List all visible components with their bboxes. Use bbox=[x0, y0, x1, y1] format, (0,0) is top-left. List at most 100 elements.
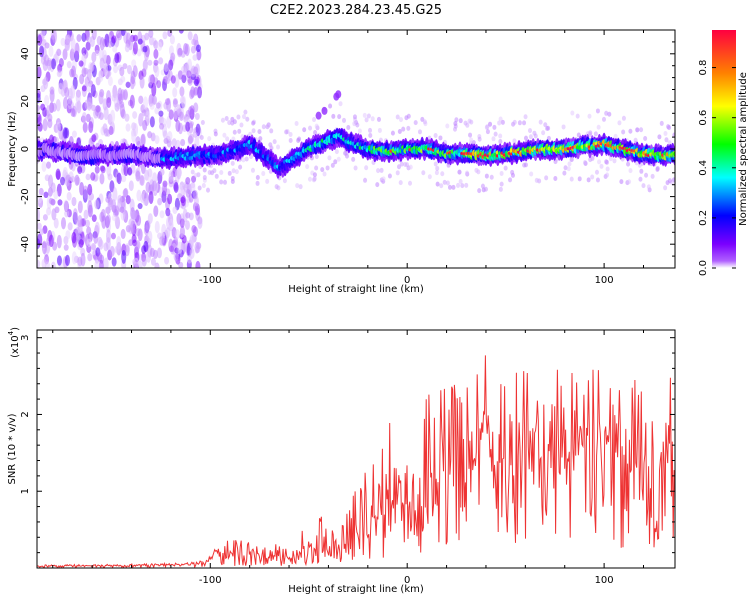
heatmap-cell bbox=[257, 129, 262, 135]
heatmap-cell bbox=[69, 68, 75, 78]
heatmap-cell bbox=[639, 127, 644, 133]
heatmap-cell bbox=[132, 41, 138, 55]
heatmap-cell bbox=[483, 186, 488, 192]
heatmap-cell bbox=[460, 183, 465, 189]
heatmap-cell bbox=[64, 209, 70, 218]
heatmap-cell bbox=[232, 129, 237, 135]
heatmap-cell bbox=[120, 228, 126, 240]
heatmap-cell bbox=[147, 59, 153, 66]
heatmap-cell bbox=[81, 111, 87, 124]
heatmap-cell bbox=[99, 173, 105, 185]
heatmap-cell bbox=[593, 131, 598, 137]
heatmap-cell bbox=[46, 207, 52, 216]
heatmap-cell bbox=[187, 78, 193, 86]
heatmap-cell bbox=[55, 121, 61, 134]
heatmap-cell bbox=[57, 199, 63, 206]
heatmap-cell bbox=[364, 165, 369, 171]
heatmap-cell bbox=[499, 181, 504, 187]
heatmap-cell bbox=[570, 110, 575, 116]
heatmap-cell bbox=[427, 174, 432, 180]
heatmap-cell bbox=[43, 191, 49, 199]
heatmap-cell bbox=[133, 257, 139, 268]
heatmap-cell bbox=[308, 125, 313, 131]
heatmap-cell bbox=[199, 134, 204, 140]
heatmap-cell bbox=[87, 36, 93, 43]
heatmap-cell bbox=[159, 168, 165, 176]
heatmap-cell bbox=[177, 47, 183, 58]
heatmap-cell bbox=[627, 179, 632, 185]
heatmap-cell bbox=[126, 64, 132, 75]
heatmap-cell bbox=[168, 59, 174, 71]
y-tick-label: -40 bbox=[20, 236, 31, 252]
heatmap-cell bbox=[45, 105, 51, 117]
heatmap-cell bbox=[39, 45, 45, 58]
heatmap-cell bbox=[122, 188, 128, 198]
heatmap-cell bbox=[77, 200, 83, 214]
heatmap-cell bbox=[667, 140, 672, 146]
heatmap-cell bbox=[180, 138, 186, 147]
heatmap-cell bbox=[390, 130, 395, 136]
heatmap-cell bbox=[86, 69, 92, 82]
heatmap-cell bbox=[422, 119, 427, 125]
heatmap-cell bbox=[213, 131, 218, 137]
heatmap-cell bbox=[71, 130, 77, 138]
heatmap-cell bbox=[261, 171, 266, 177]
heatmap-cell bbox=[427, 135, 432, 141]
heatmap-cell bbox=[37, 66, 42, 79]
heatmap-cell bbox=[64, 254, 70, 267]
heatmap-cell bbox=[153, 59, 159, 66]
heatmap-cell bbox=[321, 106, 328, 115]
heatmap-cell bbox=[56, 70, 62, 78]
heatmap-cell bbox=[56, 234, 62, 249]
heatmap-cell bbox=[595, 108, 600, 114]
heatmap-cell bbox=[595, 177, 600, 183]
heatmap-cell bbox=[155, 102, 161, 109]
heatmap-cell bbox=[295, 183, 300, 189]
heatmap-cell bbox=[322, 171, 327, 177]
heatmap-cell bbox=[125, 195, 131, 205]
heatmap-cell bbox=[52, 30, 58, 44]
heatmap-cell bbox=[335, 90, 342, 99]
heatmap-cell bbox=[333, 159, 338, 165]
heatmap-cell bbox=[170, 75, 176, 84]
heatmap-cell bbox=[222, 132, 227, 138]
heatmap-cell bbox=[230, 116, 235, 122]
heatmap-cell bbox=[85, 41, 91, 51]
heatmap-cell bbox=[186, 70, 192, 79]
heatmap-cell bbox=[136, 189, 142, 202]
heatmap-cell bbox=[163, 62, 169, 72]
heatmap-cell bbox=[142, 45, 148, 53]
heatmap-cell bbox=[44, 94, 50, 107]
heatmap-cell bbox=[42, 107, 48, 118]
snr-multiplier-base: (x10 bbox=[10, 335, 21, 358]
heatmap-cell bbox=[81, 218, 87, 227]
heatmap-cell bbox=[60, 176, 66, 186]
heatmap-cell bbox=[561, 124, 566, 130]
heatmap-cell bbox=[156, 247, 162, 259]
heatmap-cell bbox=[197, 218, 203, 230]
heatmap-cell bbox=[193, 86, 199, 96]
svg-text:(x104): (x104) bbox=[7, 327, 21, 358]
heatmap-cell bbox=[433, 161, 438, 167]
y-tick-label: 2 bbox=[20, 411, 31, 417]
heatmap-cell bbox=[64, 87, 70, 98]
heatmap-cell bbox=[336, 156, 341, 162]
heatmap-cell bbox=[242, 114, 247, 120]
heatmap-cell bbox=[274, 184, 279, 190]
heatmap-cell bbox=[197, 86, 203, 99]
heatmap-cell bbox=[71, 196, 77, 207]
heatmap-cell bbox=[88, 121, 94, 133]
heatmap-cell bbox=[230, 175, 235, 181]
heatmap-cell bbox=[376, 168, 381, 174]
heatmap-cell bbox=[342, 117, 347, 123]
y-tick-label: 20 bbox=[20, 95, 31, 108]
heatmap-cell bbox=[78, 238, 84, 248]
heatmap-cell bbox=[231, 136, 236, 142]
heatmap-cell bbox=[404, 115, 409, 121]
heatmap-cell bbox=[465, 170, 470, 176]
heatmap-cell bbox=[202, 175, 207, 181]
spectrogram-ticks: -100 0 100 -40 -20 0 20 40 bbox=[20, 29, 675, 286]
heatmap-cell bbox=[590, 156, 595, 162]
heatmap-cell bbox=[353, 165, 358, 171]
heatmap-cell bbox=[512, 119, 517, 125]
